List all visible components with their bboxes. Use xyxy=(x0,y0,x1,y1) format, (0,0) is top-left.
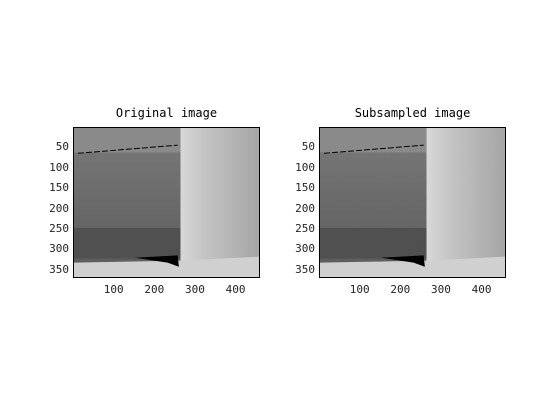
y-tick-label: 50 xyxy=(301,140,315,154)
x-tick-label: 100 xyxy=(103,283,124,296)
subsampled-image-view xyxy=(319,127,506,278)
y-tick-label: 150 xyxy=(295,181,315,195)
x-tick-label: 300 xyxy=(185,283,205,296)
floor-dark-band xyxy=(74,227,181,259)
missing-depth-region xyxy=(134,255,179,267)
y-tick-label: 100 xyxy=(49,160,69,174)
floor-dark-band xyxy=(320,227,427,259)
y-tick-label: 350 xyxy=(295,262,315,276)
original-image-svg xyxy=(74,128,259,277)
x-tick-label: 200 xyxy=(144,283,165,296)
edge-line xyxy=(78,144,178,154)
upper-wall-band xyxy=(320,128,427,153)
upper-wall-band xyxy=(74,128,181,153)
x-tick-label: 300 xyxy=(431,283,451,296)
x-tick-label: 100 xyxy=(349,283,370,296)
missing-depth-region xyxy=(380,255,425,267)
y-tick-label: 300 xyxy=(49,242,69,256)
y-tick-label: 350 xyxy=(49,262,69,276)
edge-line xyxy=(324,144,424,154)
y-tick-label: 200 xyxy=(49,201,69,215)
y-tick-label: 250 xyxy=(295,222,315,236)
right-wall-region xyxy=(426,128,505,277)
x-tick-label: 400 xyxy=(225,283,246,296)
subsampled-image-title: Subsampled image xyxy=(354,106,471,120)
y-tick-label: 250 xyxy=(49,222,69,236)
floor-region xyxy=(320,256,505,277)
subsampled-image-svg xyxy=(320,128,505,277)
original-image-title: Original image xyxy=(115,106,218,120)
original-image-view xyxy=(73,127,260,278)
y-tick-label: 300 xyxy=(295,242,315,256)
x-tick-label: 200 xyxy=(390,283,411,296)
x-tick-label: 400 xyxy=(471,283,492,296)
y-tick-label: 200 xyxy=(295,201,315,215)
floor-region xyxy=(74,256,259,277)
original-image-panel: Original image xyxy=(73,106,260,278)
y-tick-label: 150 xyxy=(49,181,69,195)
y-tick-label: 100 xyxy=(295,160,315,174)
subsampled-image-panel: Subsampled image xyxy=(319,106,506,278)
right-wall-region xyxy=(180,128,259,277)
y-tick-label: 50 xyxy=(55,140,69,154)
